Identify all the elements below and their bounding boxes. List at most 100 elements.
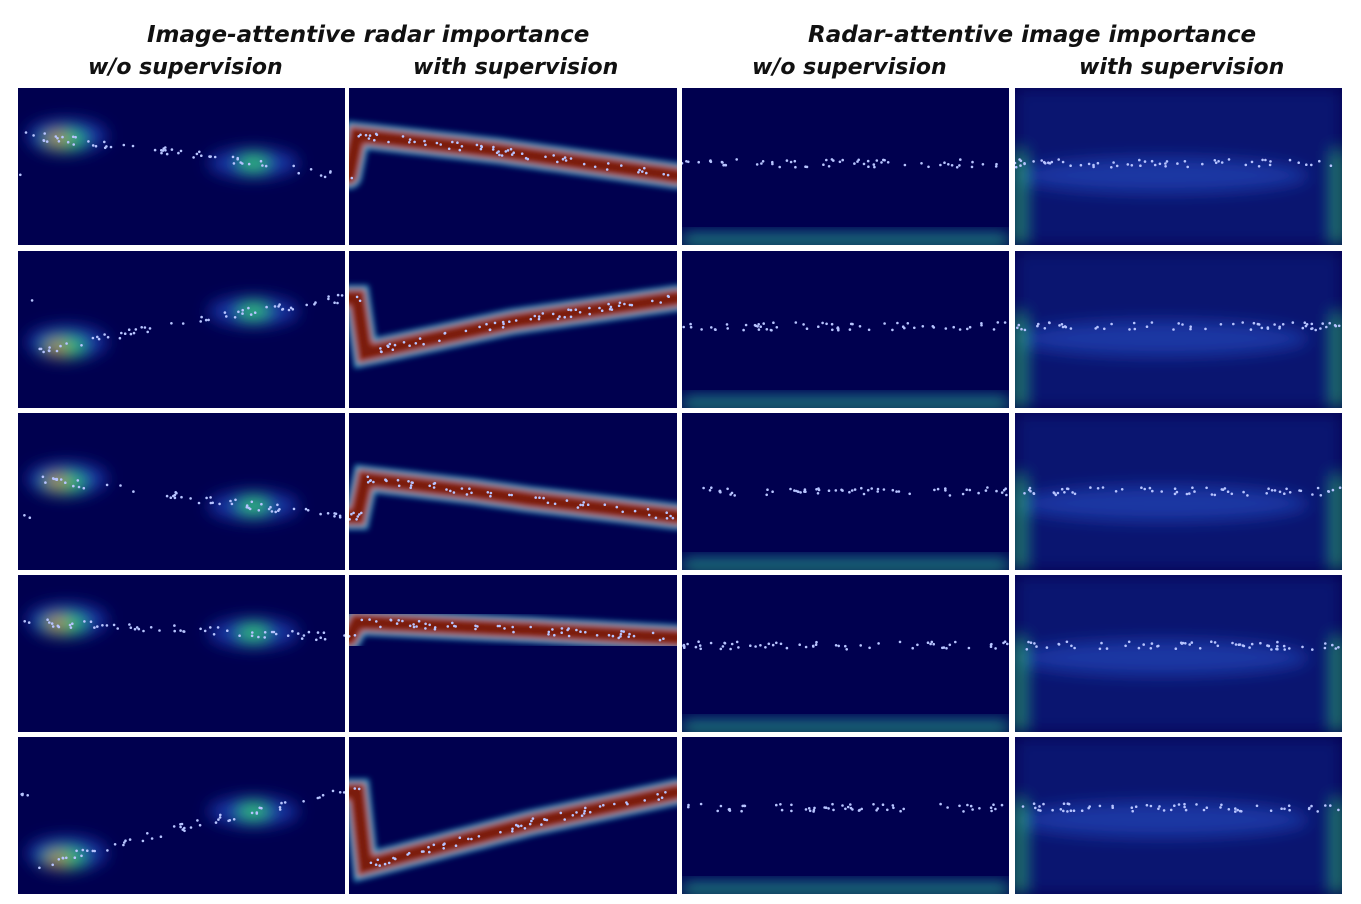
radar-point	[880, 161, 883, 164]
radar-point	[432, 843, 436, 847]
radar-point	[1280, 807, 1283, 810]
radar-point	[619, 632, 623, 636]
radar-point	[563, 315, 566, 319]
radar-point	[921, 325, 925, 328]
radar-point	[571, 814, 575, 817]
radar-point	[322, 631, 326, 634]
radar-point	[1019, 164, 1022, 167]
radar-point	[1276, 640, 1279, 644]
radar-point	[175, 491, 178, 495]
radar-point	[600, 309, 604, 312]
radar-point	[1150, 159, 1154, 163]
radar-point	[618, 301, 622, 305]
radar-point	[992, 803, 995, 806]
radar-point	[1316, 486, 1320, 490]
radar-point	[48, 349, 51, 353]
radar-point	[933, 488, 936, 492]
radar-point	[719, 804, 723, 808]
radar-point	[297, 171, 301, 175]
radar-point	[1158, 162, 1162, 166]
radar-point	[992, 328, 996, 331]
radar-point	[71, 622, 74, 625]
radar-point	[131, 144, 135, 148]
radar-point	[333, 512, 336, 515]
radar-point	[427, 845, 430, 849]
heatmap-panel-r4-c1	[18, 575, 345, 732]
radar-point	[1265, 492, 1268, 495]
radar-point	[794, 165, 797, 169]
radar-point	[101, 624, 104, 627]
radar-point	[694, 645, 698, 649]
radar-point	[259, 159, 263, 163]
heatmap-panel-r3-c4	[1015, 413, 1342, 570]
radar-point	[1216, 644, 1220, 648]
radar-point	[179, 825, 182, 829]
radar-point	[793, 489, 796, 492]
radar-point	[232, 818, 236, 821]
radar-point	[1230, 492, 1234, 496]
radar-point	[872, 803, 875, 806]
radar-point	[709, 160, 713, 164]
radar-point	[340, 294, 344, 297]
radar-point	[848, 490, 851, 494]
radar-point	[506, 149, 510, 152]
radar-point	[300, 637, 304, 640]
radar-point	[517, 825, 520, 828]
radar-point	[458, 836, 462, 839]
radar-point	[1328, 321, 1331, 325]
radar-point	[959, 158, 962, 161]
radar-point	[954, 640, 957, 644]
radar-point	[970, 165, 974, 169]
radar-point	[501, 320, 505, 324]
radar-point	[292, 507, 296, 511]
radar-point	[617, 304, 621, 308]
radar-point	[1172, 328, 1175, 331]
radar-point	[153, 148, 157, 152]
radar-point	[779, 642, 783, 646]
radar-point	[530, 819, 533, 823]
radar-point	[1173, 492, 1177, 496]
radar-point	[261, 164, 264, 167]
radar-point	[1006, 642, 1009, 646]
radar-point	[1072, 809, 1076, 812]
column-title-radar-wo-supervision: w/o supervision	[88, 55, 283, 80]
radar-point	[815, 640, 818, 644]
radar-point	[129, 626, 133, 629]
radar-point	[812, 808, 816, 812]
radar-point	[1183, 805, 1186, 809]
radar-point	[989, 645, 993, 648]
radar-point	[1311, 327, 1314, 330]
radar-point	[208, 155, 212, 159]
radar-point	[1069, 164, 1072, 167]
radar-point	[195, 152, 199, 156]
radar-point	[132, 490, 135, 493]
radar-point	[1301, 326, 1305, 330]
radar-point	[73, 856, 77, 859]
radar-point	[475, 143, 479, 147]
radar-point	[799, 491, 802, 494]
radar-point	[196, 819, 199, 822]
radar-point	[637, 171, 640, 174]
radar-point	[204, 318, 208, 322]
radar-point	[984, 489, 988, 492]
radar-point	[415, 625, 418, 628]
radar-point	[716, 809, 719, 813]
radar-point	[710, 486, 713, 489]
radar-point	[1058, 324, 1061, 327]
radar-point	[96, 335, 99, 339]
radar-point	[28, 516, 32, 519]
radar-point	[1066, 487, 1070, 491]
radar-point	[169, 496, 173, 499]
radar-point	[662, 637, 665, 640]
radar-point	[617, 636, 620, 640]
radar-point	[127, 328, 131, 331]
radar-point	[702, 486, 705, 490]
radar-point	[1165, 160, 1169, 163]
radar-point	[955, 166, 959, 169]
radar-point	[619, 635, 622, 638]
radar-point	[620, 164, 623, 167]
radar-point	[269, 505, 272, 509]
radar-point	[929, 642, 932, 646]
radar-point	[978, 807, 981, 810]
radar-point	[26, 794, 29, 797]
